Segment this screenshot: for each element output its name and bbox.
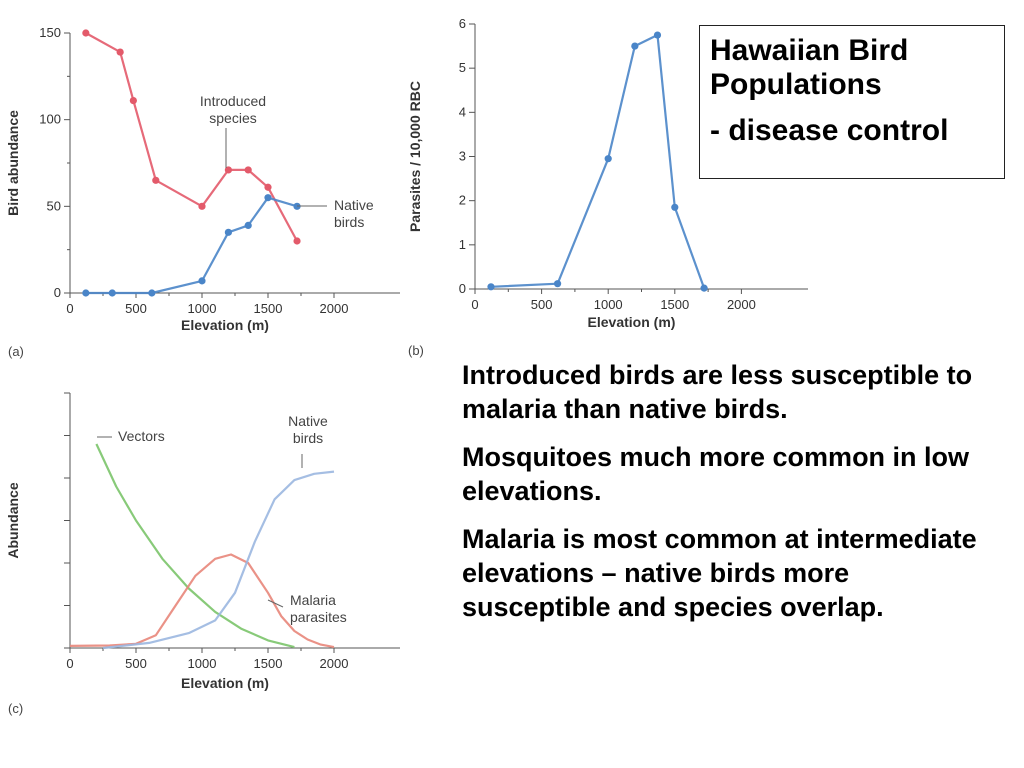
x-axis-title: Elevation (m) [181, 675, 269, 691]
series-line-0 [490, 33, 706, 289]
y-tick-label: 4 [459, 104, 466, 119]
slide-title-line1: Hawaiian Bird [710, 34, 909, 67]
data-point [198, 277, 206, 285]
y-axis-title: Bird abundance [5, 110, 21, 216]
data-point [152, 176, 160, 184]
x-tick-label: 0 [471, 297, 478, 312]
x-tick-label: 2000 [320, 656, 349, 671]
chart-b-parasites: 0 500 1000 1500 2000 0 1 2 3 4 5 6 Elevation (m) Para… [407, 16, 808, 358]
series-line-2 [102, 470, 335, 650]
data-point [224, 166, 232, 174]
series-line-1 [85, 196, 298, 295]
data-point [244, 166, 252, 174]
x-tick-label: 500 [125, 656, 147, 671]
slide-title-line2: Populations [710, 68, 882, 101]
y-tick-label: 150 [39, 25, 61, 40]
panel-label: (b) [408, 343, 424, 358]
data-point [244, 221, 252, 229]
x-tick-label: 1000 [188, 301, 217, 316]
series-label: Vectors [118, 428, 165, 444]
panel-label: (a) [8, 344, 24, 359]
y-tick-label: 0 [459, 281, 466, 296]
data-point [116, 48, 124, 56]
series-line-1 [69, 553, 335, 649]
data-point [671, 203, 679, 211]
x-axis-title: Elevation (m) [588, 314, 676, 330]
y-tick-label: 100 [39, 112, 61, 127]
data-point [108, 289, 116, 297]
data-point [148, 289, 156, 297]
paragraph-mosquitoes: Mosquitoes much more common in low eleva… [462, 442, 970, 506]
slide-body-text: Introduced birds are less susceptible to… [462, 358, 982, 638]
y-tick-label: 0 [54, 285, 61, 300]
series-label: species [209, 110, 256, 126]
y-tick-label: 2 [459, 193, 466, 208]
data-point [631, 42, 639, 50]
series-line-0 [85, 32, 298, 242]
paragraph-introduced-birds: Introduced birds are less susceptible to… [462, 360, 973, 424]
series-label: Native [334, 197, 374, 213]
x-tick-label: 0 [66, 301, 73, 316]
series-label: birds [293, 430, 323, 446]
data-point [700, 284, 708, 292]
y-tick-label: 3 [459, 149, 466, 164]
y-axis-title: Abundance [5, 482, 21, 558]
x-tick-label: 1500 [660, 297, 689, 312]
series-label: Native [288, 413, 328, 429]
data-point [264, 194, 272, 202]
y-tick-label: 6 [459, 16, 466, 31]
chart-c-abundance-conceptual: 0 500 1000 1500 2000 Elevation (m) Abundance (c… [5, 392, 400, 716]
x-tick-label: 1000 [188, 656, 217, 671]
series-label: Malaria [290, 592, 336, 608]
x-tick-label: 1000 [594, 297, 623, 312]
y-axis-title: Parasites / 10,000 RBC [407, 81, 423, 232]
x-tick-label: 500 [531, 297, 553, 312]
series-label: Introduced [200, 93, 266, 109]
x-tick-label: 2000 [320, 301, 349, 316]
y-tick-label: 1 [459, 237, 466, 252]
series-label: parasites [290, 609, 347, 625]
data-point [604, 155, 612, 163]
x-tick-label: 0 [66, 656, 73, 671]
data-point [487, 283, 495, 291]
data-point [293, 237, 301, 245]
y-tick-label: 5 [459, 60, 466, 75]
series-label: birds [334, 214, 364, 230]
x-tick-label: 1500 [254, 656, 283, 671]
label-leader [267, 599, 284, 608]
slide-title-box: Hawaiian Bird Populations - disease cont… [699, 25, 1005, 179]
data-point [264, 183, 272, 191]
data-point [198, 202, 206, 210]
y-tick-label: 50 [47, 198, 61, 213]
data-point [82, 29, 90, 37]
data-point [82, 289, 90, 297]
series-line-0 [95, 443, 295, 649]
panel-label: (c) [8, 701, 23, 716]
x-tick-label: 2000 [727, 297, 756, 312]
paragraph-malaria: Malaria is most common at intermediate e… [462, 524, 977, 622]
data-point [224, 228, 232, 236]
data-point [553, 280, 562, 288]
x-tick-label: 1500 [254, 301, 283, 316]
x-tick-label: 500 [125, 301, 147, 316]
data-point [129, 97, 137, 105]
slide-subtitle: - disease control [710, 114, 949, 147]
chart-a-bird-abundance: 0 500 1000 1500 2000 0 50 100 150 Elevation (m) Bi… [5, 25, 400, 359]
x-axis-title: Elevation (m) [181, 317, 269, 333]
data-point [653, 31, 662, 39]
